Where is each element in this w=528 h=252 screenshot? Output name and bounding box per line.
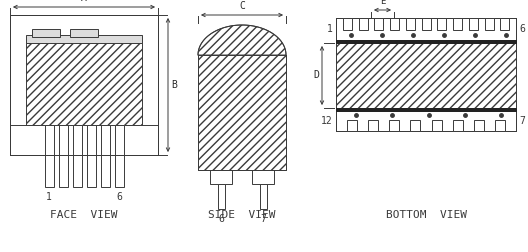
Text: BOTTOM  VIEW: BOTTOM VIEW (385, 210, 467, 220)
Bar (87, 125, 96, 155)
Text: 6: 6 (519, 24, 525, 34)
Bar (389, 120, 399, 131)
Bar (390, 18, 399, 30)
Bar (259, 184, 267, 209)
Polygon shape (198, 25, 286, 55)
Bar (32, 29, 60, 37)
Text: D: D (313, 71, 319, 80)
Bar (26, 35, 142, 43)
Bar (368, 120, 378, 131)
Bar (500, 18, 509, 30)
Bar (10, 15, 158, 155)
Bar (44, 125, 53, 155)
Bar (495, 120, 505, 131)
Bar (437, 18, 446, 30)
Bar (252, 170, 274, 184)
Bar (210, 170, 232, 184)
Text: 12: 12 (321, 116, 333, 126)
Text: 7: 7 (260, 214, 266, 224)
Bar (26, 43, 142, 125)
Bar (87, 155, 96, 187)
Text: 7: 7 (519, 116, 525, 126)
Bar (336, 40, 516, 43)
Text: 1: 1 (327, 24, 333, 34)
Bar (59, 155, 68, 187)
Text: SIDE  VIEW: SIDE VIEW (208, 210, 276, 220)
Bar (347, 120, 357, 131)
Bar (469, 18, 478, 30)
Bar (115, 155, 124, 187)
Bar (336, 18, 516, 40)
Bar (410, 120, 420, 131)
Bar (70, 29, 98, 37)
Bar (374, 18, 383, 30)
Text: B: B (171, 80, 177, 90)
Bar (115, 125, 124, 155)
Text: 6: 6 (218, 214, 224, 224)
Bar (406, 18, 415, 30)
Bar (343, 18, 352, 30)
Bar (198, 55, 286, 170)
Text: E: E (380, 0, 385, 6)
Bar (44, 155, 53, 187)
Bar (359, 18, 367, 30)
Bar (72, 125, 81, 155)
Text: 6: 6 (116, 192, 122, 202)
Bar (452, 120, 463, 131)
Bar (421, 18, 430, 30)
Text: 1: 1 (46, 192, 52, 202)
Bar (10, 125, 158, 155)
Bar (100, 125, 109, 155)
Text: C: C (239, 1, 245, 11)
Text: A: A (81, 0, 87, 3)
Bar (100, 155, 109, 187)
Bar (453, 18, 462, 30)
Bar (10, 15, 158, 155)
Bar (336, 111, 516, 131)
Bar (485, 18, 494, 30)
Bar (198, 55, 286, 170)
Bar (431, 120, 441, 131)
Bar (218, 184, 224, 209)
Bar (336, 43, 516, 108)
Bar (59, 125, 68, 155)
Text: FACE  VIEW: FACE VIEW (50, 210, 118, 220)
Bar (336, 108, 516, 111)
Bar (474, 120, 484, 131)
Bar (72, 155, 81, 187)
